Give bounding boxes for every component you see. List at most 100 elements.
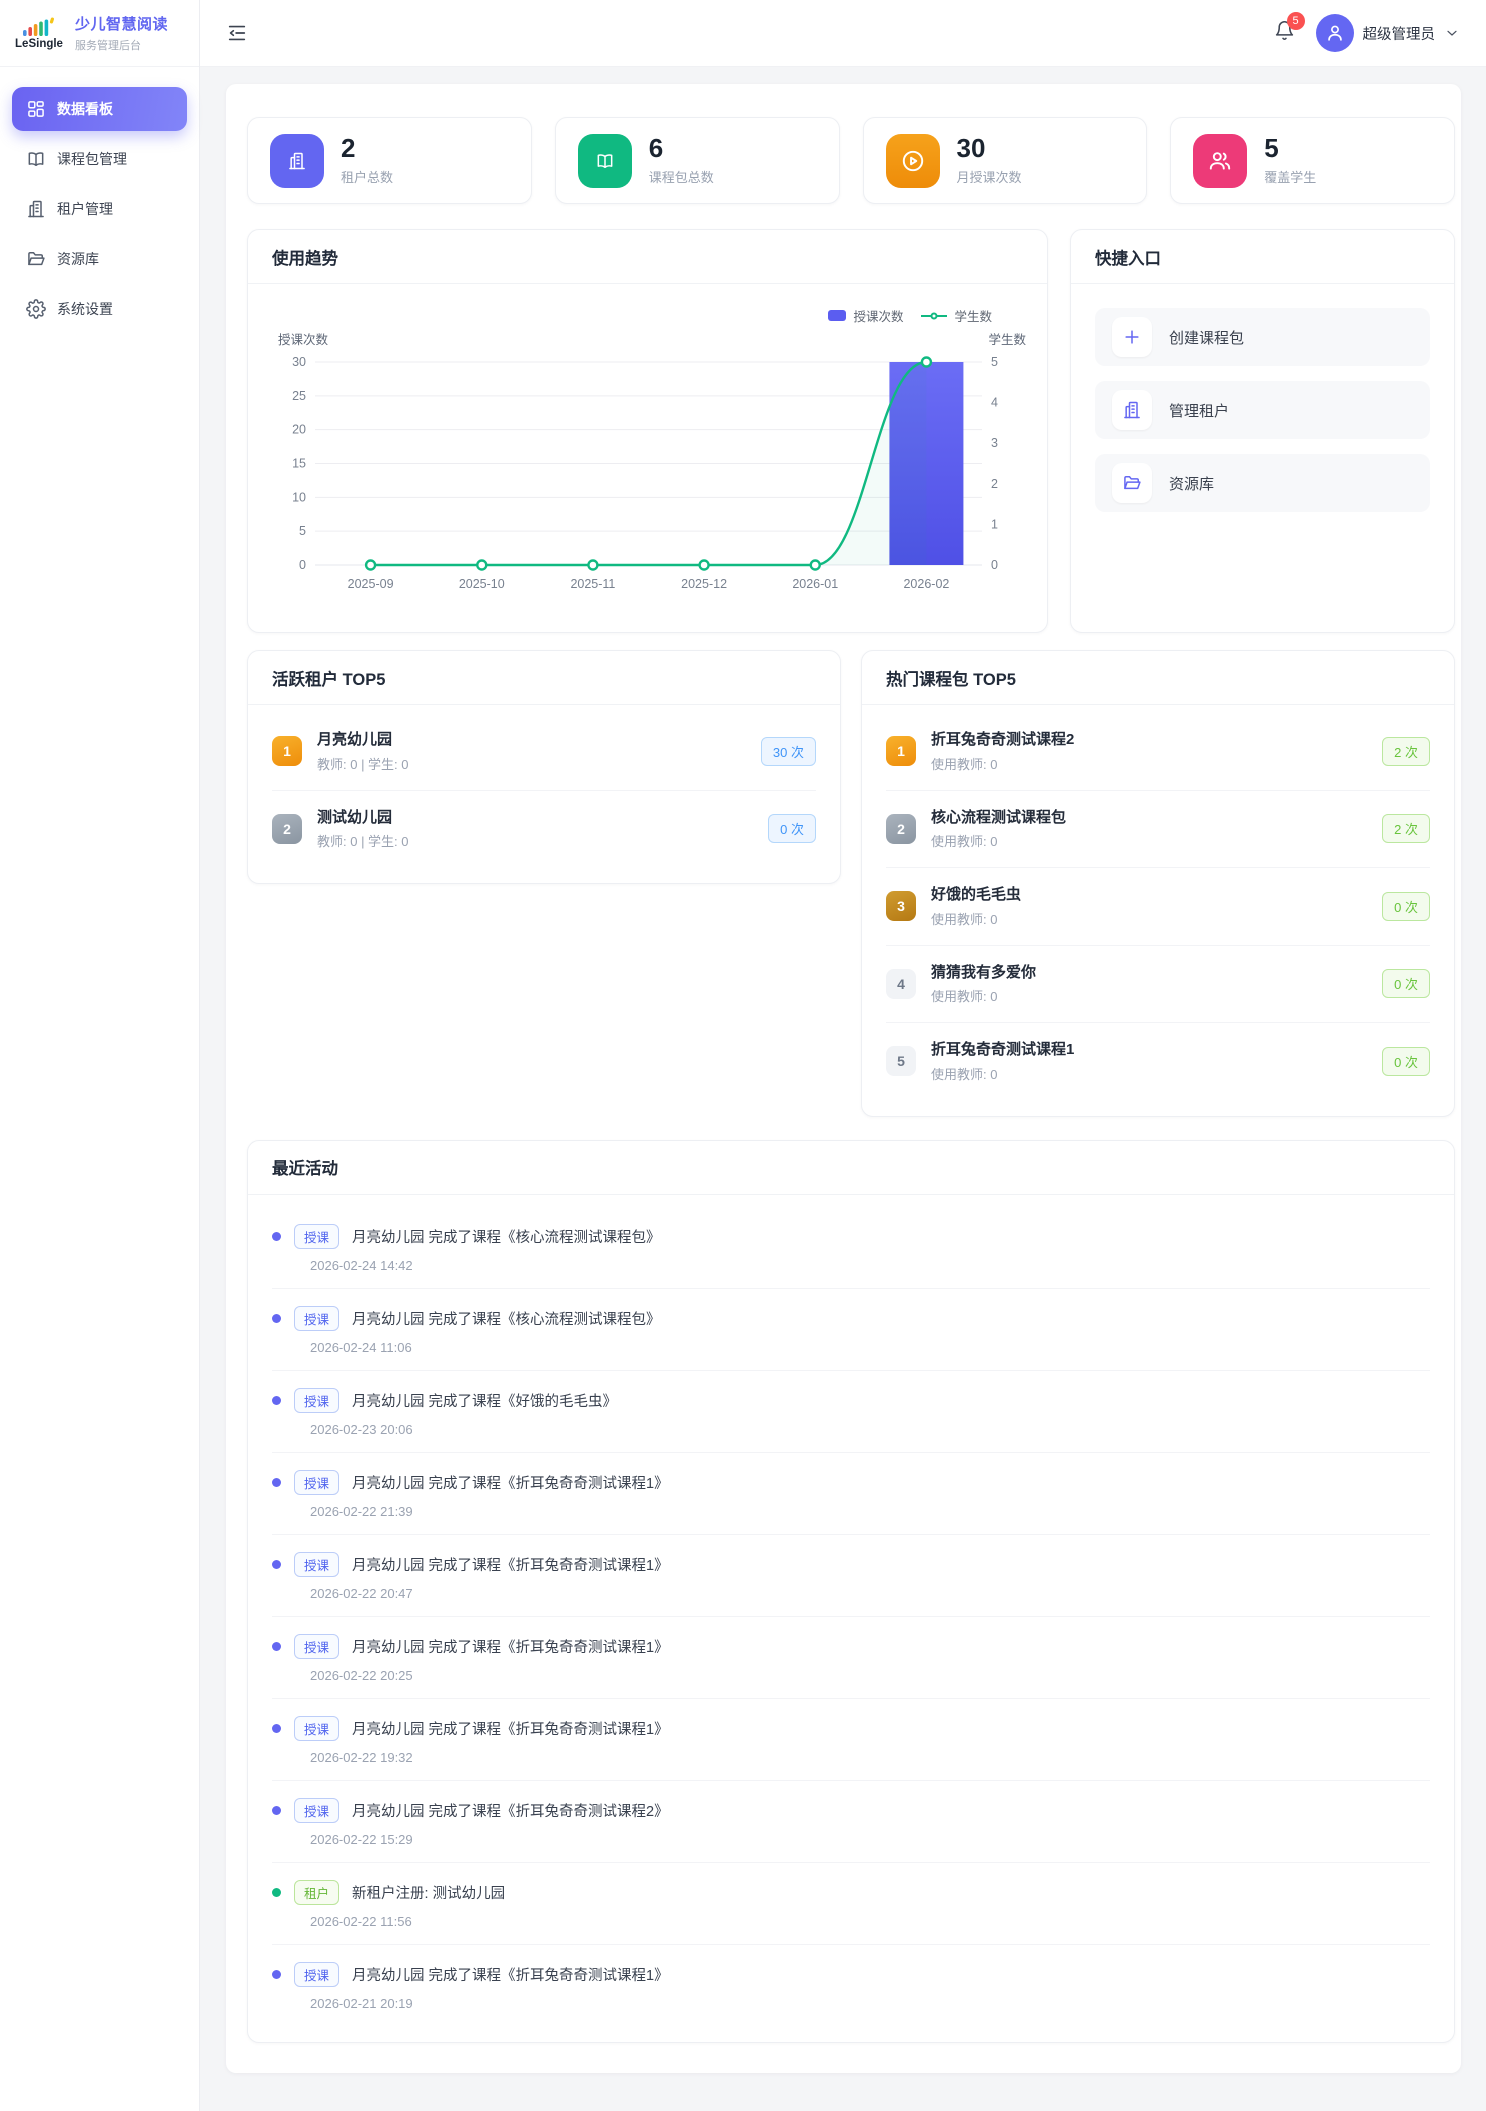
book-icon bbox=[577, 133, 632, 188]
activity-item: 授课 月亮幼儿园 完成了课程《折耳兔奇奇测试课程1》 2026-02-22 20:4… bbox=[272, 1535, 1430, 1617]
activity-tag: 授课 bbox=[294, 1715, 340, 1741]
activity-text: 月亮幼儿园 完成了课程《折耳兔奇奇测试课程1》 bbox=[352, 1475, 669, 1492]
chevron-down-icon bbox=[1444, 25, 1460, 41]
activity-time: 2026-02-22 11:56 bbox=[310, 1913, 412, 1929]
rank-badge: 2 bbox=[886, 813, 916, 844]
activity-dot-icon bbox=[272, 1887, 281, 1897]
usage-trend-card: 使用趋势 授课次数 学生数 0 5 10 15 20 25 30 0 1 2 3 4 5 授课次数 学生 bbox=[247, 229, 1048, 633]
user-name: 超级管理员 bbox=[1362, 26, 1436, 43]
row-usage-quick: 使用趋势 授课次数 学生数 0 5 10 15 20 25 30 0 1 2 3 4 5 授课次数 学生 bbox=[247, 229, 1455, 633]
svg-text:5: 5 bbox=[991, 355, 998, 369]
activity-time: 2026-02-22 19:32 bbox=[310, 1749, 413, 1765]
svg-text:1: 1 bbox=[991, 517, 998, 531]
svg-text:2025-10: 2025-10 bbox=[459, 577, 505, 591]
people-icon bbox=[1193, 133, 1248, 188]
collapse-sidebar-icon[interactable] bbox=[226, 22, 248, 44]
quick-entry-list: 创建课程包管理租户资源库 bbox=[1071, 284, 1454, 536]
legend-item-line[interactable]: 学生数 bbox=[921, 306, 992, 325]
book-icon bbox=[26, 149, 46, 169]
activity-dot-icon bbox=[272, 1969, 281, 1979]
svg-text:30: 30 bbox=[292, 355, 306, 369]
chart-legend: 授课次数 学生数 bbox=[828, 306, 992, 325]
bar-swatch-icon bbox=[828, 310, 847, 321]
legend-item-bar[interactable]: 授课次数 bbox=[828, 306, 903, 325]
stat-value: 2 bbox=[341, 133, 356, 164]
logo: LeSingle 少儿智慧阅读 服务管理后台 bbox=[0, 0, 199, 67]
quick-entry-label: 管理租户 bbox=[1169, 402, 1230, 420]
svg-text:2026-01: 2026-01 bbox=[792, 577, 838, 591]
rank-badge: 2 bbox=[272, 813, 302, 844]
quick-entry-0[interactable]: 创建课程包 bbox=[1095, 308, 1430, 366]
legend-line-label: 学生数 bbox=[954, 310, 992, 324]
item-name: 测试幼儿园 bbox=[317, 808, 393, 826]
hot-packages-title: 热门课程包 TOP5 bbox=[886, 670, 1016, 689]
activity-dot-icon bbox=[272, 1641, 281, 1651]
svg-text:25: 25 bbox=[292, 389, 306, 403]
activity-item: 授课 月亮幼儿园 完成了课程《折耳兔奇奇测试课程1》 2026-02-21 20:1… bbox=[272, 1945, 1430, 2026]
building-icon bbox=[26, 199, 46, 219]
sidebar-item-4[interactable]: 系统设置 bbox=[12, 287, 187, 331]
sidebar-item-label: 课程包管理 bbox=[57, 151, 127, 167]
stat-value: 30 bbox=[956, 133, 986, 164]
hot-packages-card: 热门课程包 TOP5 1 折耳兔奇奇测试课程2 使用教师: 0 2 次 2 核心流程测试课… bbox=[861, 650, 1455, 1117]
svg-text:学生数: 学生数 bbox=[988, 332, 1026, 347]
recent-activity-card: 最近活动 授课 月亮幼儿园 完成了课程《核心流程测试课程包》 2026-02-24 … bbox=[247, 1139, 1455, 2043]
svg-text:15: 15 bbox=[292, 457, 306, 471]
sidebar-item-1[interactable]: 课程包管理 bbox=[12, 137, 187, 181]
sidebar-item-2[interactable]: 租户管理 bbox=[12, 187, 187, 231]
item-name: 折耳兔奇奇测试课程2 bbox=[931, 731, 1075, 748]
quick-entry-1[interactable]: 管理租户 bbox=[1095, 381, 1430, 439]
notifications-button[interactable]: 5 bbox=[1274, 12, 1305, 46]
item-meta: 使用教师: 0 bbox=[931, 834, 998, 849]
sidebar-item-3[interactable]: 资源库 bbox=[12, 237, 187, 281]
item-meta: 教师: 0 | 学生: 0 bbox=[317, 756, 409, 772]
count-badge: 2 次 bbox=[1382, 814, 1430, 844]
svg-text:4: 4 bbox=[991, 396, 998, 410]
sidebar: LeSingle 少儿智慧阅读 服务管理后台 数据看板课程包管理租户管理资源库系… bbox=[0, 0, 200, 2111]
activity-dot-icon bbox=[272, 1313, 281, 1323]
quick-entry-label: 资源库 bbox=[1169, 475, 1215, 493]
count-badge: 0 次 bbox=[1382, 969, 1430, 999]
active-tenants-list: 1 月亮幼儿园 教师: 0 | 学生: 0 30 次 2 测试幼儿园 教师: 0 | 学生:… bbox=[248, 705, 840, 883]
topbar-right: 5 超级管理员 bbox=[1274, 12, 1461, 52]
folder-icon bbox=[26, 249, 46, 269]
activity-tag: 授课 bbox=[294, 1305, 340, 1331]
quick-entry-2[interactable]: 资源库 bbox=[1095, 454, 1430, 512]
activity-text: 月亮幼儿园 完成了课程《核心流程测试课程包》 bbox=[352, 1311, 661, 1328]
main-content: 2 租户总数 6 课程包总数 30 月授课次数 5 覆盖学生 使用趋势 授课次数 学生数 bbox=[200, 67, 1486, 2111]
row-toplists: 活跃租户 TOP5 1 月亮幼儿园 教师: 0 | 学生: 0 30 次 2 测试幼儿园教… bbox=[247, 650, 1455, 1117]
legend-bar-label: 授课次数 bbox=[853, 310, 904, 324]
active-tenants-header: 活跃租户 TOP5 bbox=[248, 651, 840, 705]
building-icon bbox=[1112, 390, 1152, 430]
sidebar-nav: 数据看板课程包管理租户管理资源库系统设置 bbox=[0, 67, 199, 357]
activity-tag: 租户 bbox=[294, 1879, 340, 1905]
sidebar-item-label: 数据看板 bbox=[57, 101, 113, 117]
brand-title: 少儿智慧阅读 bbox=[75, 16, 169, 33]
notification-badge: 5 bbox=[1286, 12, 1305, 30]
activity-tag: 授课 bbox=[294, 1961, 340, 1987]
activity-time: 2026-02-24 11:06 bbox=[310, 1339, 412, 1355]
count-badge: 0 次 bbox=[1382, 891, 1430, 921]
line-swatch-icon bbox=[921, 312, 948, 319]
user-menu[interactable]: 超级管理员 bbox=[1315, 14, 1461, 52]
recent-activity-title: 最近活动 bbox=[272, 1160, 338, 1178]
active-tenants-card: 活跃租户 TOP5 1 月亮幼儿园 教师: 0 | 学生: 0 30 次 2 测试幼儿园教… bbox=[247, 650, 841, 884]
stat-value: 5 bbox=[1264, 133, 1279, 164]
quick-entry-header: 快捷入口 bbox=[1071, 230, 1454, 284]
recent-activity-header: 最近活动 bbox=[248, 1141, 1454, 1195]
svg-text:0: 0 bbox=[991, 558, 998, 572]
brand-subtitle: 服务管理后台 bbox=[75, 40, 141, 52]
rank-badge: 4 bbox=[886, 968, 916, 999]
activity-dot-icon bbox=[272, 1231, 281, 1241]
activity-text: 月亮幼儿园 完成了课程《折耳兔奇奇测试课程2》 bbox=[352, 1803, 669, 1820]
stat-label: 覆盖学生 bbox=[1264, 169, 1317, 185]
logo-bars-icon bbox=[23, 17, 54, 36]
recent-activity-list: 授课 月亮幼儿园 完成了课程《核心流程测试课程包》 2026-02-24 14:42… bbox=[248, 1195, 1454, 2042]
activity-time: 2026-02-23 20:06 bbox=[310, 1421, 413, 1437]
sidebar-item-0[interactable]: 数据看板 bbox=[12, 87, 187, 131]
activity-dot-icon bbox=[272, 1723, 281, 1733]
count-badge: 0 次 bbox=[1382, 1046, 1430, 1076]
stat-card-0: 2 租户总数 bbox=[247, 117, 532, 204]
activity-time: 2026-02-22 15:29 bbox=[310, 1831, 413, 1847]
